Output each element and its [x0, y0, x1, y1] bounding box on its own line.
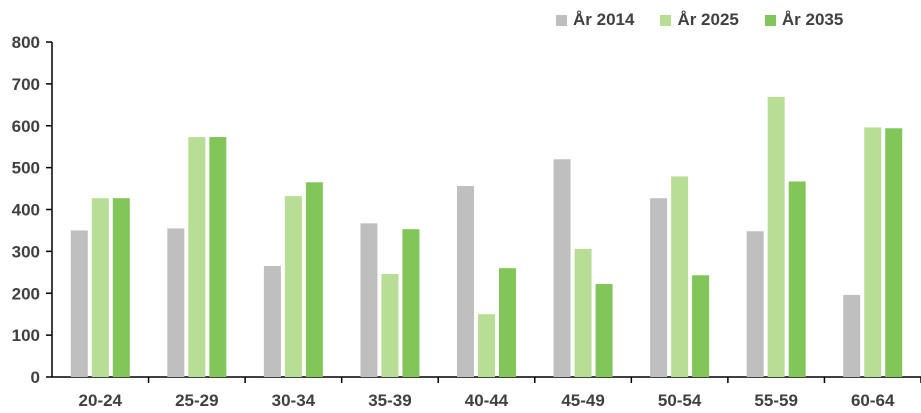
x-tick-label: 35-39	[368, 391, 411, 410]
bar-År-2025-60-64	[864, 127, 882, 377]
bar-År-2035-60-64	[885, 128, 903, 377]
x-tick-label: 45-49	[561, 391, 604, 410]
bar-År-2035-25-29	[209, 137, 227, 377]
bar-År-2025-50-54	[671, 176, 689, 377]
bar-År-2014-25-29	[167, 228, 185, 377]
bar-År-2025-20-24	[91, 198, 109, 377]
x-tick-label: 25-29	[175, 391, 218, 410]
legend-swatch-2014	[556, 14, 567, 26]
y-tick-label: 200	[12, 284, 40, 303]
chart-legend: År 2014 År 2025 År 2035	[556, 10, 869, 30]
bar-År-2014-55-59	[746, 231, 764, 377]
y-tick-label: 800	[12, 33, 40, 52]
legend-item-2025: År 2025	[660, 10, 739, 30]
x-tick-label: 55-59	[754, 391, 797, 410]
bar-År-2014-45-49	[553, 159, 571, 377]
bar-År-2035-50-54	[692, 275, 710, 377]
legend-item-2014: År 2014	[556, 10, 634, 30]
bar-År-2035-20-24	[112, 198, 130, 377]
y-tick-label: 300	[12, 242, 40, 261]
bar-År-2014-35-39	[360, 223, 378, 377]
bar-År-2035-35-39	[402, 229, 420, 377]
y-tick-label: 500	[12, 159, 40, 178]
bar-År-2025-30-34	[284, 196, 302, 377]
bar-År-2025-55-59	[767, 96, 785, 377]
bar-År-2035-45-49	[595, 284, 613, 377]
legend-label-2035: År 2035	[781, 10, 844, 29]
bar-År-2014-40-44	[457, 186, 474, 377]
bar-År-2035-30-34	[305, 182, 323, 377]
bar-År-2025-35-39	[381, 273, 399, 377]
y-tick-label: 400	[12, 201, 40, 220]
legend-item-2035: År 2035	[764, 10, 844, 30]
x-tick-label: 50-54	[658, 391, 702, 410]
bar-År-2025-25-29	[188, 137, 206, 377]
bar-År-2025-40-44	[478, 314, 495, 377]
x-tick-label: 60-64	[851, 391, 895, 410]
y-tick-label: 600	[12, 117, 40, 136]
plot-area: 0 100 200 300 400 500 600 700 800 20-24 25-29 30-34…	[12, 33, 921, 410]
legend-swatch-2025	[660, 14, 672, 26]
bar-År-2025-45-49	[574, 248, 592, 377]
legend-label-2025: År 2025	[677, 10, 739, 29]
bar-År-2035-55-59	[788, 181, 806, 377]
y-tick-label: 700	[12, 75, 40, 94]
bar-År-2035-40-44	[499, 268, 516, 377]
bar-År-2014-50-54	[650, 198, 668, 377]
bar-År-2014-20-24	[70, 230, 88, 377]
y-tick-label: 0	[31, 368, 40, 387]
legend-swatch-2035	[764, 14, 776, 26]
x-tick-label: 30-34	[272, 391, 316, 410]
y-tick-label: 100	[12, 326, 40, 345]
bar-År-2014-30-34	[263, 266, 281, 377]
x-tick-label: 40-44	[465, 391, 509, 410]
legend-label-2014: År 2014	[573, 10, 635, 29]
x-tick-label: 20-24	[79, 391, 123, 410]
bar-År-2014-60-64	[843, 294, 861, 377]
